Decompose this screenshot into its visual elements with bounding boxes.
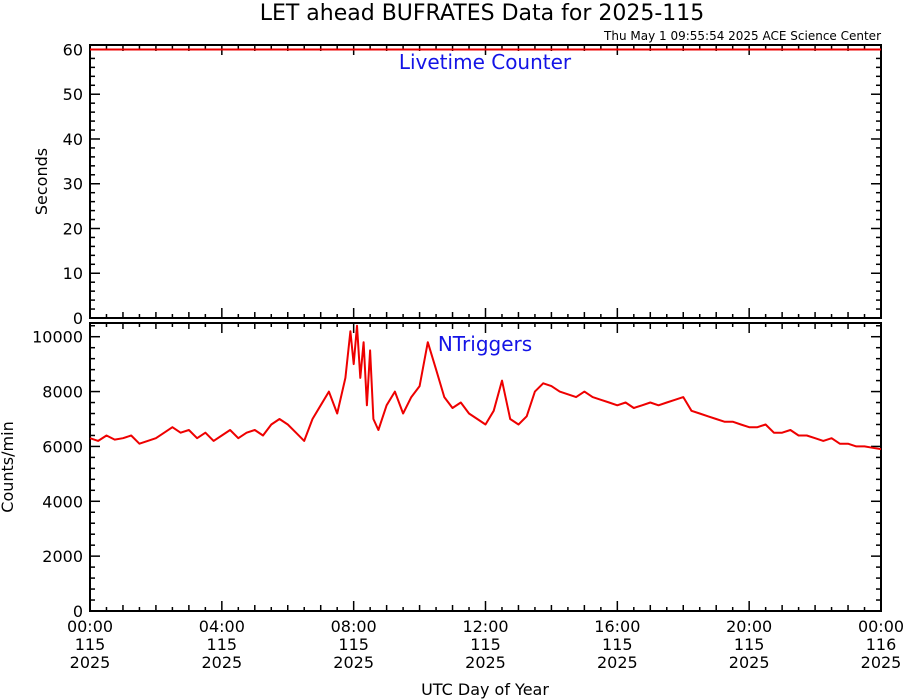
x-tick-label: 2025 [465, 653, 506, 672]
livetime-panel-label: Livetime Counter [399, 50, 572, 74]
x-tick-label: 2025 [861, 653, 902, 672]
x-tick-label: 2025 [597, 653, 638, 672]
livetime-panel: 0 10 20 30 40 50 60 Seconds Livetime Counter [32, 40, 882, 328]
x-tick-label: 115 [470, 635, 501, 654]
timestamp: Thu May 1 09:55:54 2025 ACE Science Cent… [603, 29, 881, 43]
y-tick-label: 10 [63, 264, 83, 283]
y-tick-label: 10000 [32, 328, 83, 347]
y-tick-label: 8000 [42, 383, 83, 402]
x-tick-label: 116 [866, 635, 897, 654]
ntriggers-series-line [89, 324, 882, 451]
y-tick-label: 60 [63, 40, 83, 59]
livetime-frame [89, 44, 882, 319]
x-tick-label: 00:00 [858, 617, 904, 636]
y-tick-label: 30 [63, 175, 83, 194]
x-tick-label: 115 [338, 635, 369, 654]
x-tick-label: 2025 [333, 653, 374, 672]
x-tick-label: 115 [75, 635, 106, 654]
ntriggers-panel-label: NTriggers [438, 332, 532, 356]
x-axis: 00:00115202504:00115202508:00115202512:0… [67, 617, 904, 672]
y-tick-label: 0 [73, 602, 83, 621]
x-tick-label: 16:00 [594, 617, 640, 636]
x-tick-label: 12:00 [462, 617, 508, 636]
y-tick-label: 2000 [42, 547, 83, 566]
y-tick-label: 40 [63, 130, 83, 149]
y-tick-label: 0 [73, 309, 83, 328]
y-tick-label: 20 [63, 219, 83, 238]
x-tick-label: 08:00 [331, 617, 377, 636]
x-tick-label: 115 [602, 635, 633, 654]
y-tick-label: 50 [63, 85, 83, 104]
y-tick-label: 6000 [42, 437, 83, 456]
chart-title: LET ahead BUFRATES Data for 2025-115 [260, 1, 705, 26]
x-tick-label: 115 [207, 635, 238, 654]
ntriggers-y-axis-label: Counts/min [0, 421, 17, 512]
ntriggers-panel: 0 2000 4000 6000 8000 10000 Counts/min NTrigger… [0, 322, 882, 621]
x-axis-label: UTC Day of Year [421, 680, 549, 699]
x-tick-label: 2025 [729, 653, 770, 672]
livetime-y-axis-label: Seconds [32, 148, 51, 215]
y-tick-label: 4000 [42, 492, 83, 511]
x-tick-label: 20:00 [726, 617, 772, 636]
ntriggers-frame [89, 322, 882, 612]
x-tick-label: 115 [734, 635, 765, 654]
x-tick-label: 2025 [201, 653, 242, 672]
x-tick-label: 00:00 [67, 617, 113, 636]
x-tick-label: 2025 [70, 653, 111, 672]
x-tick-label: 04:00 [199, 617, 245, 636]
